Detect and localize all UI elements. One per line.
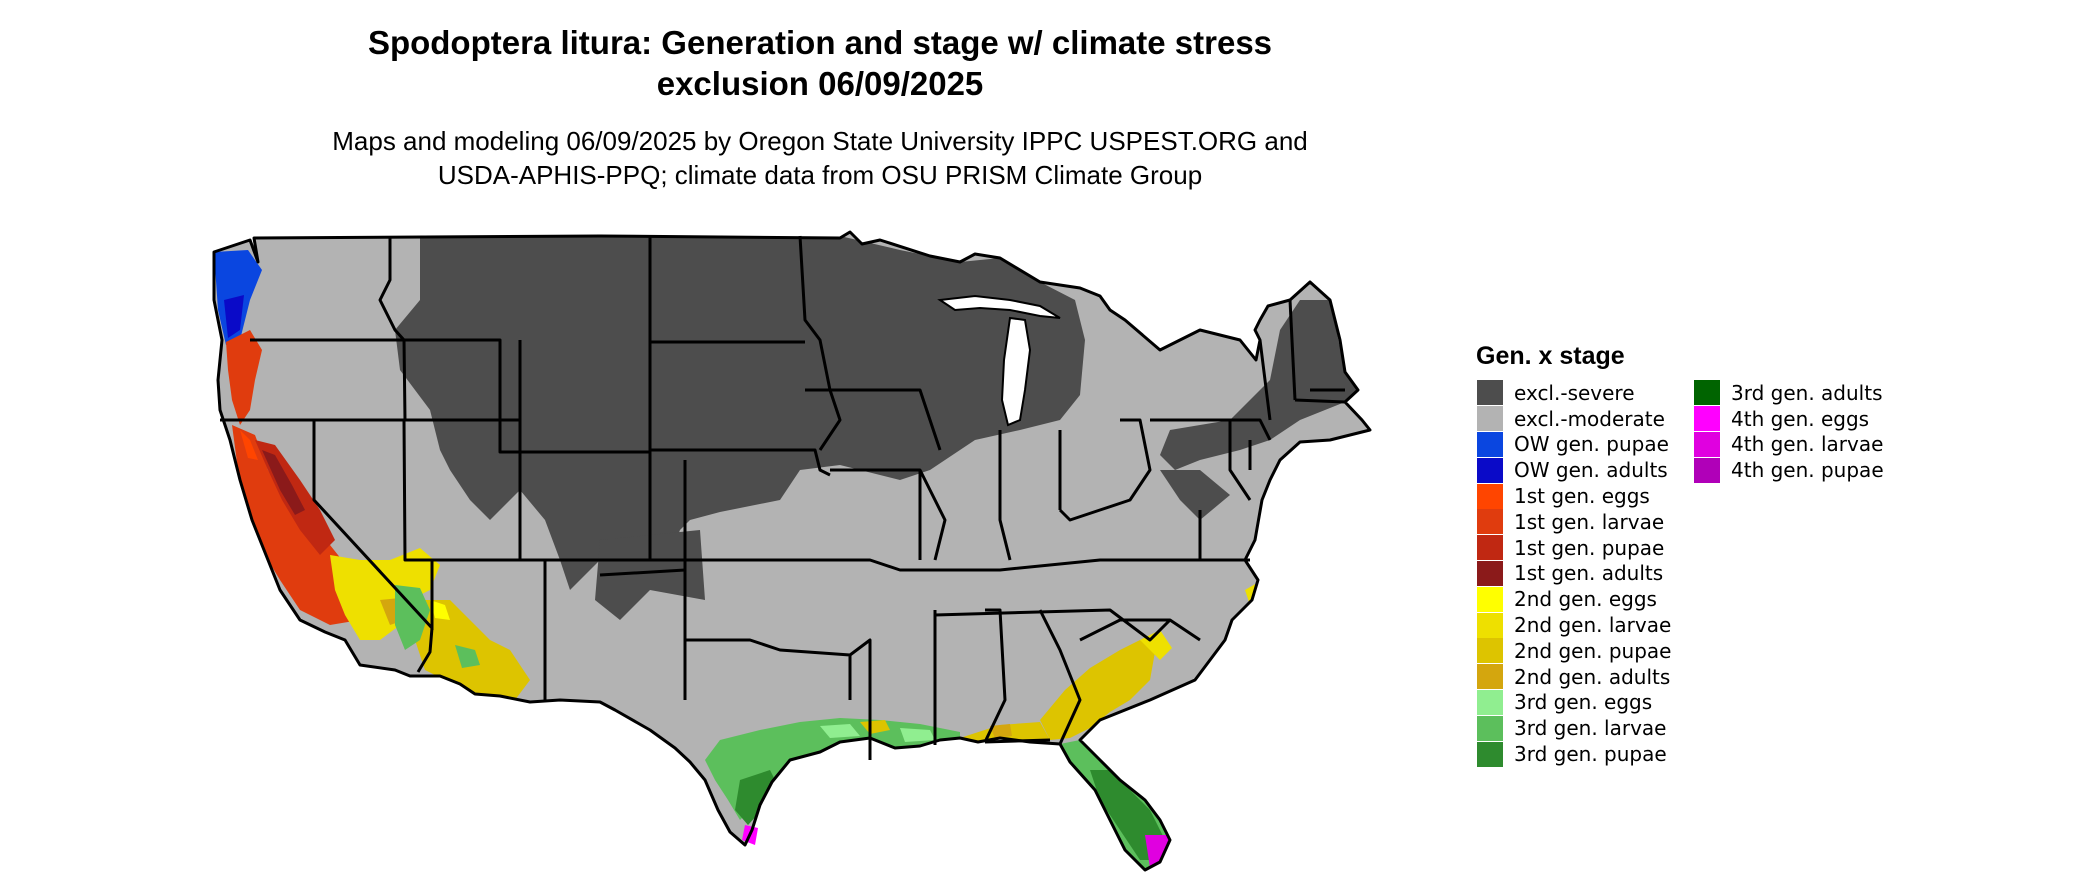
legend-label: OW gen. pupae xyxy=(1514,432,1669,457)
legend-label: 4th gen. larvae xyxy=(1731,432,1884,457)
legend-swatch xyxy=(1694,457,1720,483)
legend-item: excl.-severe xyxy=(1477,380,1671,406)
map-subtitle-line-2: USDA-APHIS-PPQ; climate data from OSU PR… xyxy=(437,160,1203,190)
legend-swatch xyxy=(1477,689,1503,715)
legend-label: 2nd gen. adults xyxy=(1514,664,1671,689)
legend-label: 4th gen. pupae xyxy=(1731,458,1884,483)
legend-item: 1st gen. pupae xyxy=(1477,535,1671,561)
legend-swatch xyxy=(1477,406,1503,432)
legend-item: 3rd gen. larvae xyxy=(1477,715,1671,741)
legend-item: 4th gen. pupae xyxy=(1694,457,1884,483)
map-title-line-2: exclusion 06/09/2025 xyxy=(656,65,984,102)
legend-item: OW gen. adults xyxy=(1477,457,1671,483)
map-regions xyxy=(214,232,1370,870)
lake-michigan xyxy=(1000,316,1032,427)
legend-label: excl.-severe xyxy=(1514,380,1635,405)
legend-label: 2nd gen. eggs xyxy=(1514,587,1657,612)
legend-swatch xyxy=(1694,406,1720,432)
legend-item: 2nd gen. adults xyxy=(1477,664,1671,690)
legend-swatch xyxy=(1477,457,1503,483)
legend-item: 2nd gen. pupae xyxy=(1477,638,1671,664)
legend-label: 2nd gen. pupae xyxy=(1514,638,1672,663)
legend-item: 2nd gen. larvae xyxy=(1477,612,1671,638)
legend-item: 3rd gen. adults xyxy=(1694,380,1884,406)
state-boundaries xyxy=(220,235,1346,760)
legend-column-2: 3rd gen. adults 4th gen. eggs 4th gen. lar… xyxy=(1694,380,1884,483)
legend-label: 3rd gen. larvae xyxy=(1514,716,1667,741)
legend-swatch xyxy=(1694,431,1720,457)
legend-swatch xyxy=(1477,586,1503,612)
legend-label: 1st gen. adults xyxy=(1514,561,1664,586)
legend-swatch xyxy=(1477,535,1503,561)
map-subtitle: Maps and modeling 06/09/2025 by Oregon S… xyxy=(250,124,1390,192)
map-subtitle-line-1: Maps and modeling 06/09/2025 by Oregon S… xyxy=(332,126,1308,156)
legend-item: 2nd gen. eggs xyxy=(1477,586,1671,612)
legend-item: excl.-moderate xyxy=(1477,406,1671,432)
legend-swatch xyxy=(1477,431,1503,457)
legend-item: 1st gen. larvae xyxy=(1477,509,1671,535)
us-outline xyxy=(212,230,1372,872)
legend-swatch xyxy=(1477,638,1503,664)
map-title-line-1: Spodoptera litura: Generation and stage … xyxy=(367,24,1273,61)
legend-label: 1st gen. pupae xyxy=(1514,535,1665,560)
legend-swatch xyxy=(1477,380,1503,406)
legend-label: OW gen. adults xyxy=(1514,458,1668,483)
legend-item: 1st gen. adults xyxy=(1477,560,1671,587)
lake-superior xyxy=(937,294,1061,319)
legend-item: OW gen. pupae xyxy=(1477,431,1671,458)
legend-swatch xyxy=(1694,380,1720,406)
legend-label: 3rd gen. pupae xyxy=(1514,742,1667,767)
legend-item: 4th gen. larvae xyxy=(1694,431,1884,458)
legend-label: 1st gen. larvae xyxy=(1514,509,1665,534)
legend-item: 1st gen. eggs xyxy=(1477,483,1671,509)
florida-regions xyxy=(1060,740,1170,870)
legend-label: 1st gen. eggs xyxy=(1514,484,1650,509)
legend-item: 3rd gen. eggs xyxy=(1477,689,1671,716)
legend-label: excl.-moderate xyxy=(1514,406,1665,431)
legend-label: 2nd gen. larvae xyxy=(1514,613,1672,638)
legend-item: 3rd gen. pupae xyxy=(1477,741,1671,767)
map-title: Spodoptera litura: Generation and stage … xyxy=(230,22,1410,104)
legend-label: 3rd gen. adults xyxy=(1731,380,1883,405)
legend-item: 4th gen. eggs xyxy=(1694,406,1884,432)
legend-swatch xyxy=(1477,560,1503,586)
legend-swatch xyxy=(1477,612,1503,638)
legend-swatch xyxy=(1477,483,1503,509)
legend-label: 4th gen. eggs xyxy=(1731,406,1870,431)
legend-swatch xyxy=(1477,664,1503,690)
legend-label: 3rd gen. eggs xyxy=(1514,690,1653,715)
legend-swatch xyxy=(1477,715,1503,741)
legend-swatch xyxy=(1477,509,1503,535)
legend-swatch xyxy=(1477,741,1503,767)
legend-column-1: excl.-severe excl.-moderate OW gen. pupae O… xyxy=(1477,380,1671,767)
legend-title: Gen. x stage xyxy=(1476,342,1625,370)
